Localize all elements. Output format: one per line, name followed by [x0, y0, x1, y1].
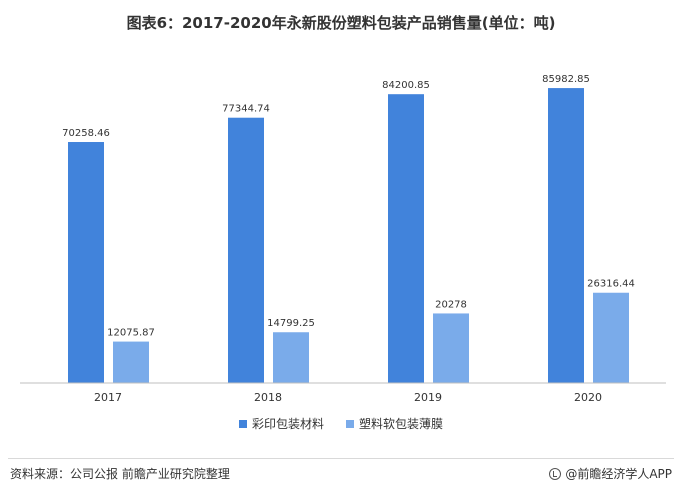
- bar-chart: 70258.46 12075.87 77344.74 14799.25 84200.85…: [20, 74, 666, 404]
- value-label-color-print-2017: 70258.46: [62, 128, 110, 139]
- bar-plastic-film-2018: [273, 332, 309, 383]
- legend-swatch-plastic-film: [346, 419, 354, 428]
- footer: 资料来源：公司公报 前瞻产业研究院整理 @前瞻经济学人APP: [10, 465, 672, 482]
- x-tick-label-2018: 2018: [254, 391, 282, 404]
- source-note: 资料来源：公司公报 前瞻产业研究院整理: [10, 467, 230, 481]
- app-credit: @前瞻经济学人APP: [549, 465, 672, 482]
- value-label-plastic-film-2019: 20278: [435, 299, 467, 310]
- x-tick-label-2017: 2017: [94, 391, 122, 404]
- bar-plastic-film-2019: [433, 313, 469, 383]
- bar-color-print-2020: [548, 88, 584, 383]
- legend: 彩印包装材料 塑料软包装薄膜: [0, 415, 682, 432]
- legend-item-color-print: 彩印包装材料: [238, 415, 324, 432]
- x-tick-label-2019: 2019: [414, 391, 442, 404]
- chart-title: 图表6：2017-2020年永新股份塑料包装产品销售量(单位：吨): [126, 14, 556, 32]
- app-credit-text: @前瞻经济学人APP: [565, 467, 672, 481]
- footer-divider: [8, 458, 674, 459]
- value-label-plastic-film-2020: 26316.44: [587, 279, 635, 290]
- bar-color-print-2017: [68, 142, 104, 383]
- legend-swatch-color-print: [238, 419, 247, 428]
- value-label-color-print-2018: 77344.74: [222, 104, 270, 115]
- value-label-color-print-2020: 85982.85: [542, 74, 590, 85]
- legend-item-plastic-film: 塑料软包装薄膜: [346, 415, 443, 432]
- x-tick-label-2020: 2020: [574, 391, 602, 404]
- value-label-plastic-film-2017: 12075.87: [107, 328, 155, 339]
- value-label-color-print-2019: 84200.85: [382, 80, 430, 91]
- bar-plastic-film-2020: [593, 292, 629, 383]
- legend-label-plastic-film: 塑料软包装薄膜: [359, 417, 444, 431]
- qianzhan-logo-icon: [549, 467, 562, 480]
- bar-plastic-film-2017: [113, 341, 149, 383]
- bar-color-print-2018: [228, 117, 264, 383]
- legend-label-color-print: 彩印包装材料: [251, 417, 324, 431]
- value-label-plastic-film-2018: 14799.25: [267, 318, 315, 329]
- bar-color-print-2019: [388, 94, 424, 383]
